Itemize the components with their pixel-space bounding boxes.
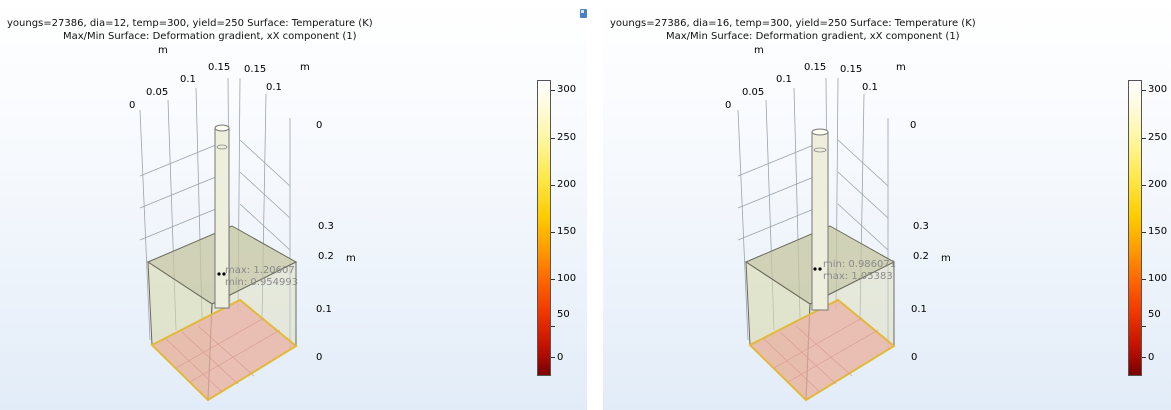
y-axis-unit: m [300, 62, 310, 73]
colorbar-label: 150 [557, 226, 577, 237]
z-tick: 0.2 [318, 251, 334, 262]
z-tick: 0 [316, 352, 322, 363]
min-point-marker [813, 267, 817, 271]
x-axis-unit: m [754, 45, 764, 56]
x-tick: 0.1 [776, 74, 792, 85]
colorbar-label: 150 [1148, 226, 1168, 237]
x-tick: 0 [725, 100, 731, 111]
rod-body [811, 131, 829, 311]
colorbar-label: 50 [557, 309, 570, 320]
annotation-top: min: 0.986071 [823, 259, 896, 270]
colorbar-label: 200 [557, 179, 577, 190]
rod-top [811, 128, 829, 136]
plot-panel-left[interactable]: youngs=27386, dia=12, temp=300, yield=25… [0, 0, 587, 410]
plot-subtitle: Max/Min Surface: Deformation gradient, x… [666, 31, 960, 42]
x-tick: 0.15 [208, 62, 230, 73]
x-tick: 0 [129, 100, 135, 111]
box-floor [748, 298, 896, 402]
image-icon[interactable] [580, 9, 587, 18]
colorbar-label: 100 [557, 273, 577, 284]
x-tick: 0.05 [146, 87, 168, 98]
colorbar [1128, 80, 1142, 376]
annotation-bottom: max: 1.05383 [823, 271, 893, 282]
plot-subtitle: Max/Min Surface: Deformation gradient, x… [63, 31, 357, 42]
x-tick: 0.1 [862, 82, 878, 93]
3d-plot-canvas[interactable]: 0 0.05 0.1 0.15 0.15 0.1 0 m m 0.3 0.2 m… [0, 0, 587, 410]
floor-grid [165, 317, 281, 393]
max-point-marker [818, 267, 822, 271]
colorbar-label: 250 [557, 132, 577, 143]
colorbar-label: 250 [1148, 132, 1168, 143]
annotation-bottom: min: 0.954993 [225, 277, 298, 288]
z-axis-unit: m [346, 253, 356, 264]
z-axis-unit: m [941, 253, 951, 264]
max-point-marker [217, 272, 221, 276]
colorbar-label: 100 [1148, 273, 1168, 284]
x-tick: 0 [316, 120, 322, 131]
x-tick: 0.15 [244, 64, 266, 75]
colorbar-label: 0 [1148, 352, 1155, 363]
colorbar-label: 300 [1148, 84, 1168, 95]
x-tick: 0.15 [840, 64, 862, 75]
x-tick: 0.15 [804, 62, 826, 73]
colorbar-label: 200 [1148, 179, 1168, 190]
plot-title: youngs=27386, dia=12, temp=300, yield=25… [7, 18, 373, 29]
annotation-top: max: 1.20607 [225, 265, 295, 276]
colorbar-label: 0 [557, 352, 564, 363]
plot-title: youngs=27386, dia=16, temp=300, yield=25… [610, 18, 976, 29]
colorbar [537, 80, 551, 376]
z-tick: 0.2 [913, 251, 929, 262]
x-axis-unit: m [158, 45, 168, 56]
colorbar-label: 300 [557, 84, 577, 95]
x-tick: 0.1 [180, 74, 196, 85]
colorbar-label: 50 [1148, 309, 1161, 320]
z-tick: 0.3 [318, 221, 334, 232]
y-axis-unit: m [896, 62, 906, 73]
z-tick: 0.1 [911, 304, 927, 315]
box-floor [150, 298, 298, 402]
min-point-marker [222, 272, 226, 276]
x-tick: 0.1 [266, 82, 282, 93]
floor-grid [763, 317, 879, 393]
3d-plot-canvas[interactable]: 0 0.05 0.1 0.15 0.15 0.1 0 m m 0.3 0.2 m… [603, 0, 1171, 410]
plot-panel-right[interactable]: youngs=27386, dia=16, temp=300, yield=25… [603, 0, 1171, 410]
x-tick: 0.05 [742, 87, 764, 98]
z-tick: 0.3 [913, 221, 929, 232]
x-tick: 0 [910, 120, 916, 131]
rod-top [214, 124, 230, 132]
z-tick: 0.1 [316, 304, 332, 315]
z-tick: 0 [911, 352, 917, 363]
